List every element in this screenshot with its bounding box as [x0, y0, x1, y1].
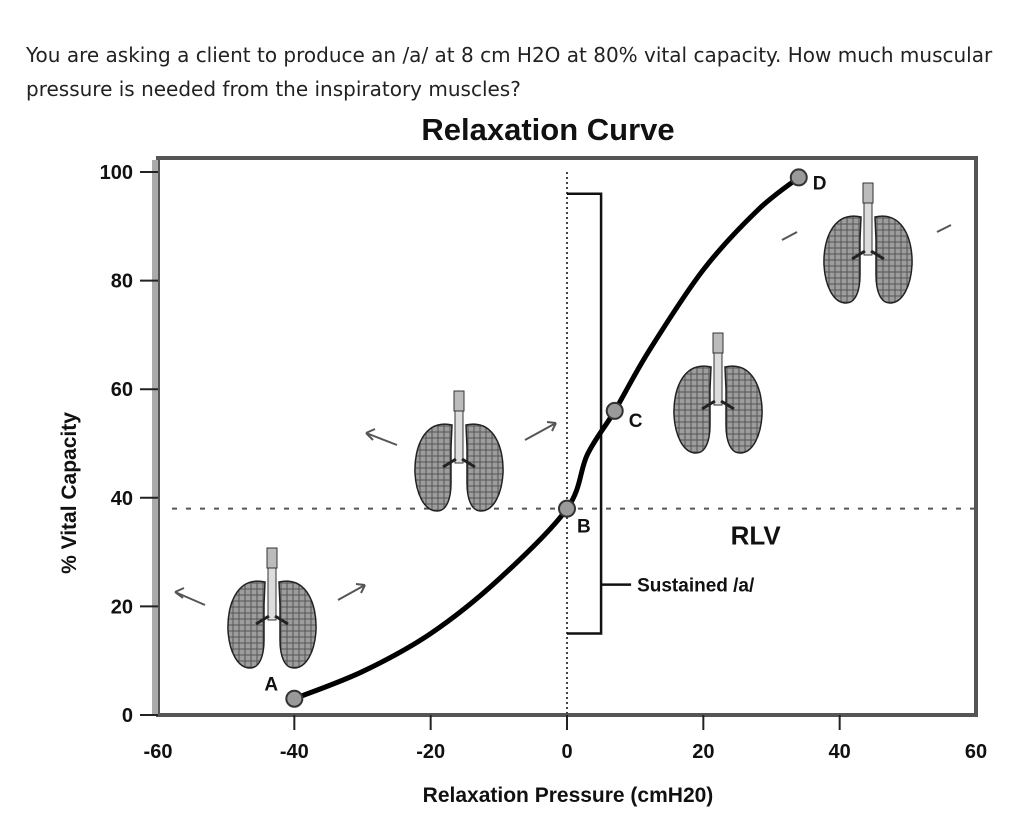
- point-d-label: D: [813, 173, 827, 194]
- y-tick-label: 0: [122, 705, 133, 727]
- x-tick-label: -60: [144, 741, 173, 763]
- x-axis-label: Relaxation Pressure (cmH20): [423, 784, 714, 807]
- x-tick-label: -20: [416, 741, 445, 763]
- x-axis-ticks: -60 -40 -20 0 20 40 60: [144, 715, 987, 763]
- x-tick-label: -40: [280, 741, 309, 763]
- y-tick-label: 20: [111, 596, 133, 618]
- x-tick-label: 40: [829, 741, 851, 763]
- point-a-marker: [285, 689, 304, 708]
- chart-title: Relaxation Curve: [421, 112, 674, 147]
- y-axis-label: % Vital Capacity: [58, 412, 81, 574]
- rlv-label: RLV: [731, 521, 782, 551]
- point-b-label: B: [577, 517, 591, 538]
- left-border-strip: [152, 160, 158, 715]
- point-b-marker: [558, 499, 576, 518]
- lungs-b-illustration: [413, 389, 505, 513]
- x-tick-label: 60: [965, 741, 987, 763]
- point-c-marker: [605, 401, 624, 420]
- point-a-label: A: [264, 675, 278, 696]
- expansion-arrows: [174, 224, 952, 606]
- sustained-a-label: Sustained /a/: [637, 576, 755, 597]
- question-text: You are asking a client to produce an /a…: [26, 43, 993, 101]
- x-tick-label: 20: [692, 741, 714, 763]
- relaxation-curve-line: [291, 174, 802, 702]
- y-tick-label: 100: [100, 162, 133, 184]
- point-d-marker: [789, 168, 808, 187]
- y-tick-label: 60: [111, 379, 133, 401]
- x-tick-label: 0: [561, 741, 572, 763]
- point-c-label: C: [629, 411, 643, 432]
- y-tick-label: 40: [111, 488, 133, 510]
- sustained-a-bracket: [567, 192, 603, 635]
- lungs-a-illustration: [226, 546, 318, 670]
- y-axis-ticks: 0 20 40 60 80 100: [100, 162, 158, 727]
- y-tick-label: 80: [111, 271, 133, 293]
- lungs-d-illustration: [822, 181, 914, 305]
- lungs-c-illustration: [672, 331, 764, 455]
